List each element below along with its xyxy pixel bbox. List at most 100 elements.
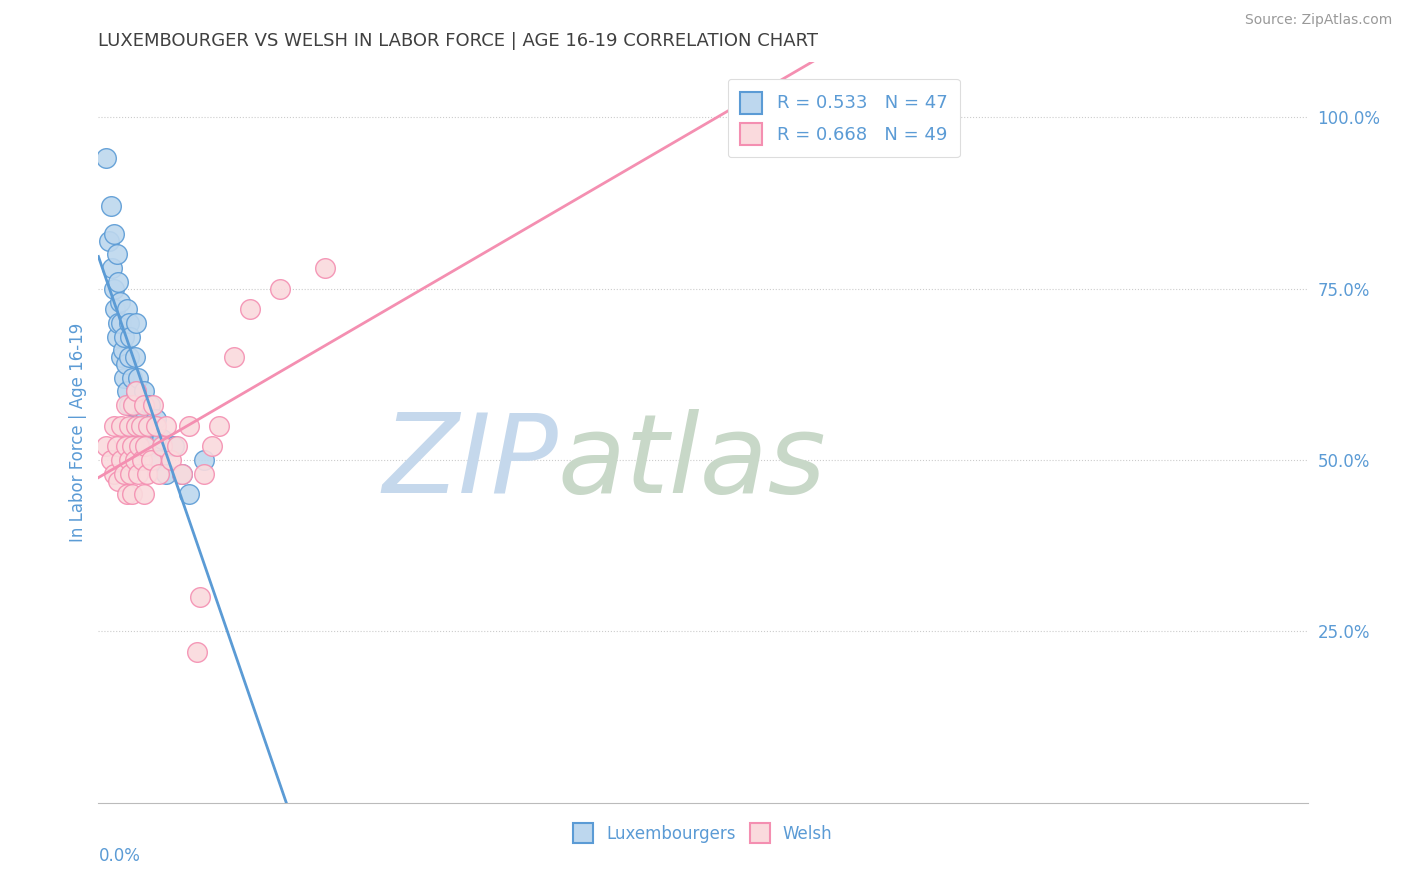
Point: [224, 350, 246, 364]
Point: [129, 398, 152, 412]
Point: [110, 350, 132, 364]
Point: [145, 412, 167, 426]
Point: [108, 295, 131, 310]
Point: [170, 467, 193, 481]
Point: [127, 467, 149, 481]
Point: [118, 350, 141, 364]
Point: [135, 425, 157, 440]
Text: Source: ZipAtlas.com: Source: ZipAtlas.com: [1244, 13, 1392, 28]
Point: [141, 453, 163, 467]
Point: [125, 316, 148, 330]
Point: [105, 247, 128, 261]
Point: [132, 384, 155, 399]
Point: [118, 453, 141, 467]
Point: [135, 467, 157, 481]
Point: [193, 467, 215, 481]
Point: [112, 329, 135, 343]
Point: [201, 439, 224, 453]
Point: [112, 371, 135, 385]
Point: [101, 261, 124, 276]
Point: [136, 418, 159, 433]
Point: [121, 487, 143, 501]
Point: [170, 467, 193, 481]
Point: [122, 398, 145, 412]
Point: [114, 357, 136, 371]
Point: [155, 418, 177, 433]
Point: [186, 645, 208, 659]
Point: [122, 398, 145, 412]
Point: [120, 329, 142, 343]
Point: [193, 453, 215, 467]
Point: [115, 302, 138, 317]
Point: [179, 418, 201, 433]
Point: [107, 316, 129, 330]
Point: [239, 302, 262, 317]
Point: [160, 453, 183, 467]
Point: [314, 261, 336, 276]
Point: [129, 418, 152, 433]
Text: 0.0%: 0.0%: [98, 847, 141, 865]
Point: [125, 384, 148, 399]
Point: [150, 439, 173, 453]
Point: [269, 282, 291, 296]
Point: [107, 474, 129, 488]
Point: [132, 398, 155, 412]
Point: [121, 418, 143, 433]
Point: [112, 467, 135, 481]
Point: [125, 384, 148, 399]
Point: [105, 329, 128, 343]
Point: [120, 467, 142, 481]
Text: atlas: atlas: [558, 409, 827, 516]
Point: [100, 199, 122, 213]
Point: [166, 439, 188, 453]
Point: [115, 384, 138, 399]
Point: [103, 467, 125, 481]
Point: [110, 316, 132, 330]
Point: [127, 371, 149, 385]
Point: [100, 453, 122, 467]
Point: [121, 439, 143, 453]
Point: [179, 487, 201, 501]
Point: [107, 275, 129, 289]
Point: [128, 439, 150, 453]
Point: [139, 398, 162, 412]
Point: [163, 439, 186, 453]
Point: [125, 418, 148, 433]
Point: [131, 453, 153, 467]
Point: [94, 439, 117, 453]
Y-axis label: In Labor Force | Age 16-19: In Labor Force | Age 16-19: [69, 323, 87, 542]
Point: [104, 302, 127, 317]
Point: [103, 282, 125, 296]
Point: [134, 439, 156, 453]
Point: [110, 453, 132, 467]
Point: [124, 350, 146, 364]
Point: [94, 152, 117, 166]
Point: [148, 453, 170, 467]
Point: [110, 418, 132, 433]
Point: [115, 487, 138, 501]
Point: [118, 418, 141, 433]
Point: [128, 418, 150, 433]
Point: [188, 590, 211, 604]
Point: [118, 398, 141, 412]
Point: [148, 467, 170, 481]
Point: [103, 418, 125, 433]
Point: [155, 467, 177, 481]
Legend: Luxembourgers, Welsh: Luxembourgers, Welsh: [567, 816, 839, 850]
Point: [114, 398, 136, 412]
Point: [111, 343, 134, 358]
Text: ZIP: ZIP: [382, 409, 558, 516]
Point: [118, 316, 141, 330]
Point: [142, 398, 165, 412]
Point: [145, 418, 167, 433]
Point: [208, 418, 231, 433]
Point: [98, 234, 121, 248]
Point: [124, 453, 146, 467]
Point: [150, 433, 173, 447]
Point: [103, 227, 125, 241]
Point: [105, 439, 128, 453]
Point: [131, 439, 153, 453]
Point: [114, 439, 136, 453]
Point: [132, 487, 155, 501]
Point: [134, 412, 156, 426]
